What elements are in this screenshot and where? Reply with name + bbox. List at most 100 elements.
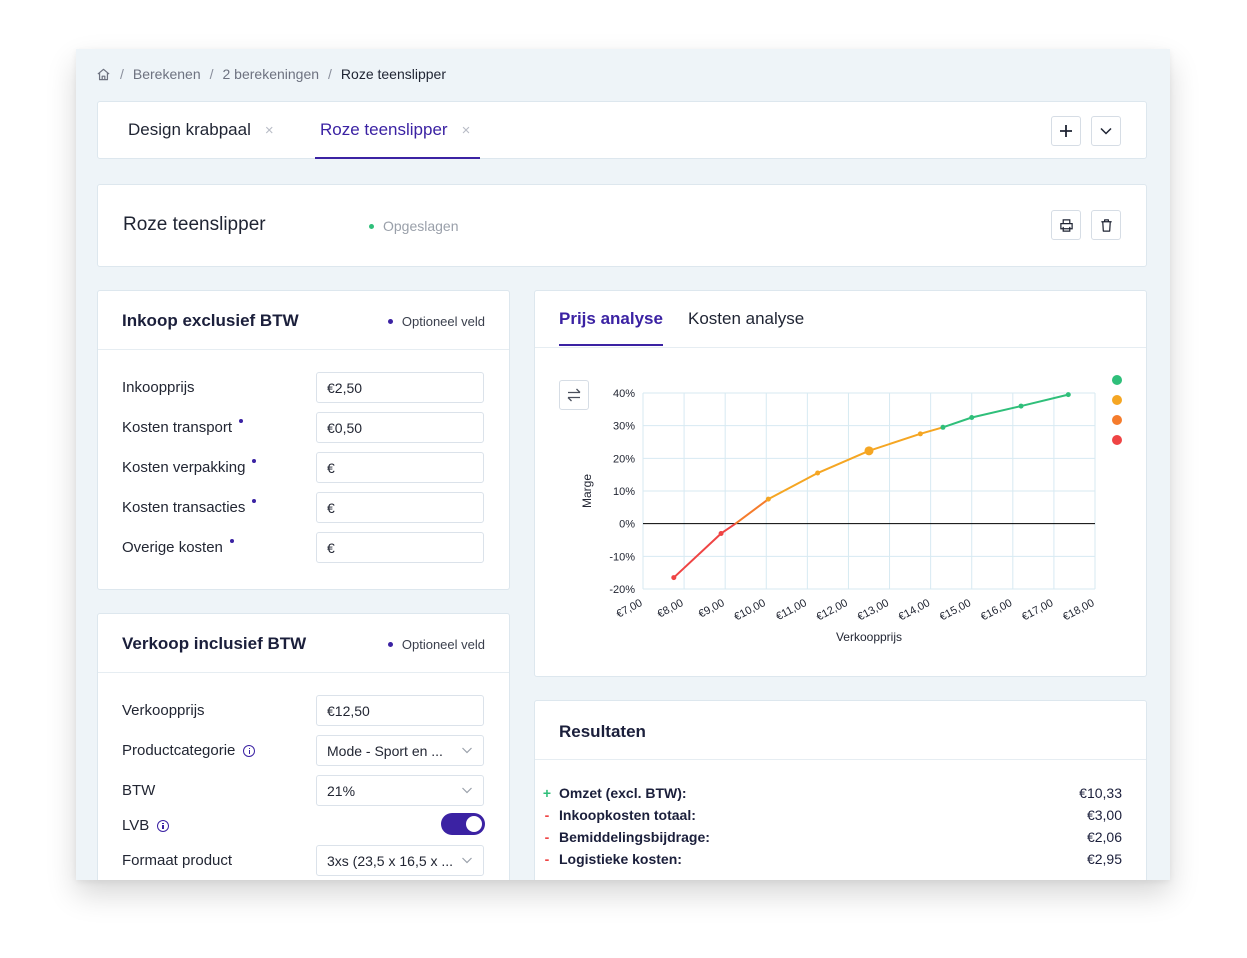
legend-dot[interactable]	[1112, 395, 1122, 405]
kosten-transport-label: Kosten transport	[122, 418, 244, 436]
y-tick-label: 10%	[613, 486, 635, 498]
result-row: - Logistieke kosten: €2,95	[535, 849, 1122, 869]
lvb-label: LVB	[122, 817, 170, 834]
add-tab-button[interactable]	[1051, 116, 1081, 146]
tab-prijs-analyse[interactable]: Prijs analyse	[559, 309, 663, 346]
legend-dot[interactable]	[1112, 415, 1122, 425]
data-point	[969, 415, 975, 420]
input-value: €12,50	[327, 702, 370, 719]
legend-dot[interactable]	[1112, 435, 1122, 445]
result-row: + Omzet (excl. BTW): €10,33	[535, 783, 1122, 803]
verkoop-title: Verkoop inclusief BTW	[122, 634, 307, 653]
breadcrumb: / Berekenen / 2 berekeningen / Roze teen…	[96, 66, 446, 82]
home-icon[interactable]	[96, 67, 111, 82]
select-value: 3xs (23,5 x 16,5 x ...	[327, 852, 454, 869]
x-tick-label: €17,00	[1020, 597, 1055, 623]
chevron-down-icon	[1100, 127, 1112, 135]
data-point	[1065, 392, 1071, 398]
tab-label: Kosten analyse	[688, 309, 805, 328]
y-tick-label: 40%	[613, 388, 635, 400]
x-tick-label: €7,00	[614, 597, 644, 621]
formaat-product-select[interactable]: 3xs (23,5 x 16,5 x ...	[316, 845, 484, 876]
series-line-segment	[767, 426, 944, 501]
status-text: Opgeslagen	[383, 218, 459, 234]
kosten-verpakking-input[interactable]: €	[316, 452, 484, 483]
inkoop-title: Inkoop exclusief BTW	[122, 311, 299, 330]
breadcrumb-current: Roze teenslipper	[340, 66, 446, 82]
plus-icon	[1060, 125, 1072, 137]
close-icon[interactable]: ×	[264, 121, 274, 139]
tab-label: Design krabpaal	[128, 120, 251, 139]
x-tick-label: €16,00	[979, 597, 1014, 623]
verkoop-card: Verkoop inclusief BTW Optioneel veld Ver…	[97, 613, 510, 880]
minus-sign: -	[544, 851, 550, 867]
formaat-product-label: Formaat product	[122, 852, 232, 869]
data-point	[940, 424, 946, 430]
result-value: €10,33	[1079, 785, 1122, 801]
swap-axes-button[interactable]	[559, 380, 589, 410]
plus-sign: +	[542, 785, 552, 801]
tabs-dropdown-button[interactable]	[1091, 116, 1121, 146]
chevron-down-icon	[462, 787, 472, 794]
x-tick-label: €10,00	[732, 597, 767, 623]
tab-roze-teenslipper[interactable]: Roze teenslipper ×	[314, 102, 481, 159]
divider	[535, 759, 1146, 760]
status-dot	[369, 223, 374, 229]
price-margin-chart: 40% 30% 20% 10% 0% -10% -20%€7,00 €8,00 €9,00 €10…	[580, 388, 1096, 644]
result-row: - Inkoopkosten totaal: €3,00	[535, 805, 1122, 825]
input-value: €2,50	[327, 379, 363, 396]
inkoopprijs-input[interactable]: €2,50	[316, 372, 484, 403]
data-point	[718, 530, 724, 536]
kosten-transacties-input[interactable]: €	[316, 492, 484, 523]
productcategorie-select[interactable]: Mode - Sport en ...	[316, 735, 484, 766]
breadcrumb-link-berekenen[interactable]: Berekenen	[132, 66, 201, 82]
label-text: Kosten transport	[122, 419, 233, 436]
optional-dot	[387, 642, 393, 647]
series-line-segment	[734, 498, 769, 525]
trash-icon	[1100, 218, 1112, 232]
info-icon[interactable]	[157, 819, 170, 832]
input-value: €	[327, 539, 335, 556]
btw-select[interactable]: 21%	[316, 775, 484, 806]
print-button[interactable]	[1051, 210, 1081, 240]
optional-dot	[239, 418, 244, 423]
select-value: 21%	[327, 782, 356, 799]
overige-kosten-label: Overige kosten	[122, 538, 234, 556]
x-tick-label: €14,00	[897, 597, 932, 623]
data-point	[765, 496, 771, 502]
data-point	[1018, 403, 1024, 409]
tab-kosten-analyse[interactable]: Kosten analyse	[688, 309, 804, 329]
optional-dot	[229, 538, 234, 543]
series-line-segment	[942, 393, 1069, 429]
legend-dot[interactable]	[1112, 375, 1122, 385]
divider	[98, 672, 509, 673]
chevron-down-icon	[462, 857, 472, 864]
overige-kosten-input[interactable]: €	[316, 532, 484, 563]
status-badge: Opgeslagen	[369, 218, 459, 234]
label-text: Kosten verpakking	[122, 459, 246, 476]
optional-dot	[387, 319, 393, 324]
result-label: Inkoopkosten totaal:	[559, 807, 696, 823]
minus-sign: -	[544, 829, 550, 845]
lvb-toggle[interactable]	[441, 813, 485, 835]
label-text: Verkoopprijs	[122, 702, 205, 719]
info-icon[interactable]	[243, 744, 256, 757]
inkoop-card: Inkoop exclusief BTW Optioneel veld Inko…	[97, 290, 510, 590]
tab-design-krabpaal[interactable]: Design krabpaal ×	[128, 102, 274, 158]
tab-label: Roze teenslipper	[320, 120, 448, 139]
verkoopprijs-input[interactable]: €12,50	[316, 695, 484, 726]
result-value: €3,00	[1086, 807, 1122, 823]
kosten-transport-input[interactable]: €0,50	[316, 412, 484, 443]
close-icon[interactable]: ×	[461, 121, 471, 139]
input-value: €	[327, 459, 335, 476]
input-value: €0,50	[327, 419, 363, 436]
productcategorie-label: Productcategorie	[122, 742, 256, 759]
x-axis-label: Verkoopprijs	[836, 630, 902, 644]
data-point	[671, 575, 677, 581]
y-tick-label: 20%	[613, 453, 635, 465]
delete-button[interactable]	[1091, 210, 1121, 240]
breadcrumb-separator: /	[120, 66, 124, 82]
breadcrumb-link-berekeningen[interactable]: 2 berekeningen	[222, 66, 320, 82]
minus-sign: -	[544, 807, 550, 823]
tab-label: Prijs analyse	[559, 309, 663, 328]
